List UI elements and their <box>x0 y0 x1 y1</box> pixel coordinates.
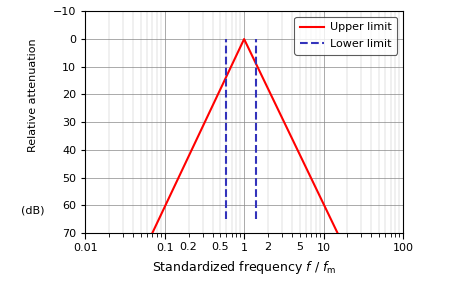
Upper limit <box>231 59 237 62</box>
Text: (dB): (dB) <box>21 206 45 216</box>
Upper limit <box>168 191 174 195</box>
Upper limit <box>297 154 303 157</box>
Text: Relative attenuation: Relative attenuation <box>28 39 38 152</box>
Upper limit <box>335 231 340 235</box>
Upper limit <box>241 37 247 41</box>
X-axis label: Standardized frequency $f$ / $f_\mathrm{m}$: Standardized frequency $f$ / $f_\mathrm{… <box>152 259 336 276</box>
Legend: Upper limit, Lower limit: Upper limit, Lower limit <box>294 17 397 55</box>
Upper limit <box>150 231 155 235</box>
Upper limit <box>294 147 300 150</box>
Upper limit <box>224 73 230 76</box>
Upper limit <box>277 111 283 114</box>
Line: Upper limit: Upper limit <box>153 39 337 233</box>
